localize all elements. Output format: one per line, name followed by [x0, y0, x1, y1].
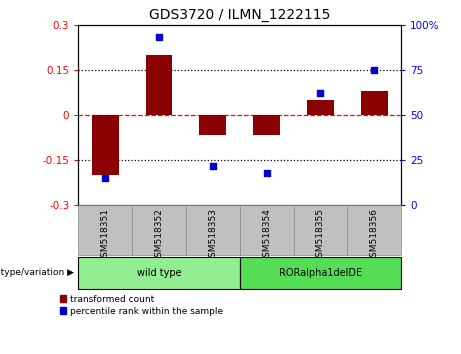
Bar [253, 115, 280, 135]
Text: genotype/variation ▶: genotype/variation ▶ [0, 268, 74, 277]
Text: GSM518355: GSM518355 [316, 208, 325, 263]
Bar [240, 205, 294, 255]
Bar [92, 115, 118, 175]
Text: GSM518356: GSM518356 [370, 208, 378, 263]
Text: GSM518353: GSM518353 [208, 208, 217, 263]
Legend: transformed count, percentile rank within the sample: transformed count, percentile rank withi… [60, 295, 223, 315]
Text: GSM518354: GSM518354 [262, 208, 271, 263]
Point [263, 170, 270, 176]
Point [155, 35, 163, 40]
Bar [361, 91, 388, 115]
Point [371, 67, 378, 73]
Bar [146, 55, 172, 115]
Bar [199, 115, 226, 135]
Text: GSM518352: GSM518352 [154, 208, 164, 263]
Text: GSM518351: GSM518351 [101, 208, 110, 263]
Bar [294, 205, 347, 255]
Bar [132, 205, 186, 255]
Bar [78, 257, 240, 289]
Text: RORalpha1delDE: RORalpha1delDE [279, 268, 362, 278]
Bar [307, 100, 334, 115]
Bar [240, 257, 401, 289]
Bar [347, 205, 401, 255]
Point [101, 176, 109, 181]
Point [317, 91, 324, 96]
Point [209, 163, 217, 169]
Title: GDS3720 / ILMN_1222115: GDS3720 / ILMN_1222115 [149, 8, 331, 22]
Bar [186, 205, 240, 255]
Bar [78, 205, 132, 255]
Text: wild type: wild type [137, 268, 181, 278]
